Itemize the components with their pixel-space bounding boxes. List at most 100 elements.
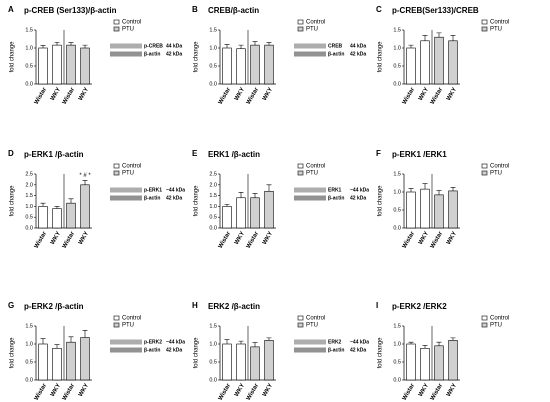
error-bar [450, 35, 456, 41]
legend-swatch [297, 163, 304, 169]
y-tick-label: 0.0 [393, 377, 401, 383]
blot-size-label: ~44 kDa [350, 339, 369, 345]
error-bar [408, 44, 414, 48]
blot-size-label: 44 kDa [350, 43, 366, 49]
legend-swatch [113, 315, 120, 321]
x-tick-label: WKY [446, 231, 458, 246]
bar [264, 340, 274, 381]
blot-band-label: ERK2 [328, 339, 342, 345]
blot-band-label: β-actin [144, 195, 160, 201]
y-axis-label: fold change [378, 185, 384, 217]
bar [448, 340, 458, 381]
x-tick-label: WKY [262, 383, 274, 398]
x-tick-label: Wistar [34, 230, 49, 249]
bar [38, 47, 48, 85]
y-tick-label: 1.0 [25, 341, 33, 347]
chart-title: p-ERK1 /ERK1 [392, 150, 447, 159]
blot-size-label: 42 kDa [350, 51, 366, 57]
legend-swatch [113, 322, 120, 328]
legend-swatch [297, 170, 304, 176]
chart-title: p-ERK1 /β-actin [24, 150, 84, 159]
y-tick-label: 0.5 [393, 207, 401, 213]
legend-swatch [297, 322, 304, 328]
bar [250, 197, 260, 229]
y-tick-label: 1.0 [393, 341, 401, 347]
x-tick-label: Wistar [218, 382, 233, 401]
x-tick-label: WKY [234, 383, 246, 398]
blot-size-label: 44 kDa [166, 43, 182, 49]
bar [406, 47, 416, 85]
bar [264, 44, 274, 85]
blot-band [294, 51, 326, 57]
bar [406, 343, 416, 381]
bar [250, 346, 260, 381]
y-tick-label: 0.5 [25, 63, 33, 69]
bar [222, 206, 232, 229]
legend-swatch [113, 26, 120, 32]
bar [66, 44, 76, 85]
panel-letter: G [8, 301, 14, 310]
y-tick-label: 1.0 [393, 45, 401, 51]
error-bar [54, 206, 60, 209]
error-bar [82, 44, 88, 48]
error-bar [40, 45, 46, 48]
error-bar [436, 190, 442, 195]
y-tick-label: 1.5 [209, 323, 217, 329]
error-bar [252, 41, 258, 46]
panel: H ERK2 /β-actin fold change 0.0 0.5 1.0 1.5 Wis… [192, 301, 369, 402]
panel-letter: H [192, 301, 198, 310]
y-tick-label: 2.5 [25, 171, 33, 177]
bar [420, 348, 430, 381]
error-bar [54, 41, 60, 46]
error-bar [68, 42, 74, 46]
x-tick-label: WKY [446, 383, 458, 398]
bar [420, 40, 430, 85]
bar [222, 47, 232, 85]
blot-band-label: β-actin [328, 51, 344, 57]
bar [52, 348, 62, 381]
x-tick-label: Wistar [34, 382, 49, 401]
x-tick-label: Wistar [62, 230, 77, 249]
y-tick-label: 0.0 [25, 377, 33, 383]
x-tick-label: Wistar [430, 230, 445, 249]
y-tick-label: 0.0 [209, 81, 217, 87]
chart-title: CREB/β-actin [208, 6, 259, 15]
bar [52, 44, 62, 85]
legend-label: PTU [306, 171, 318, 177]
error-bar [238, 44, 244, 49]
error-bar [68, 198, 74, 204]
y-axis-label: fold change [194, 337, 200, 369]
blot-band-label: CREB [328, 43, 343, 49]
error-bar [436, 341, 442, 346]
bar [420, 188, 430, 229]
x-tick-label: WKY [234, 231, 246, 246]
legend-label: PTU [122, 171, 134, 177]
y-tick-label: 1.5 [393, 323, 401, 329]
bar [434, 194, 444, 229]
chart-title: ERK2 /β-actin [208, 302, 260, 311]
x-tick-label: WKY [78, 87, 90, 102]
y-tick-label: 1.0 [209, 45, 217, 51]
blot-size-label: ~44 kDa [166, 339, 185, 345]
error-bar [82, 330, 88, 338]
legend-label: PTU [306, 323, 318, 329]
panel-letter: B [192, 5, 198, 14]
bar [52, 208, 62, 229]
x-tick-label: Wistar [218, 230, 233, 249]
y-axis-label: fold change [378, 337, 384, 369]
blot-band-label: β-actin [328, 347, 344, 353]
y-tick-label: 2.0 [25, 182, 33, 188]
y-tick-label: 0.0 [209, 225, 217, 231]
error-bar [40, 202, 46, 207]
legend-swatch [297, 26, 304, 32]
bar [80, 184, 90, 229]
y-tick-label: 0.0 [393, 81, 401, 87]
error-bar [450, 187, 456, 191]
y-tick-label: 0.5 [393, 359, 401, 365]
chart-title: p-ERK2 /β-actin [24, 302, 84, 311]
